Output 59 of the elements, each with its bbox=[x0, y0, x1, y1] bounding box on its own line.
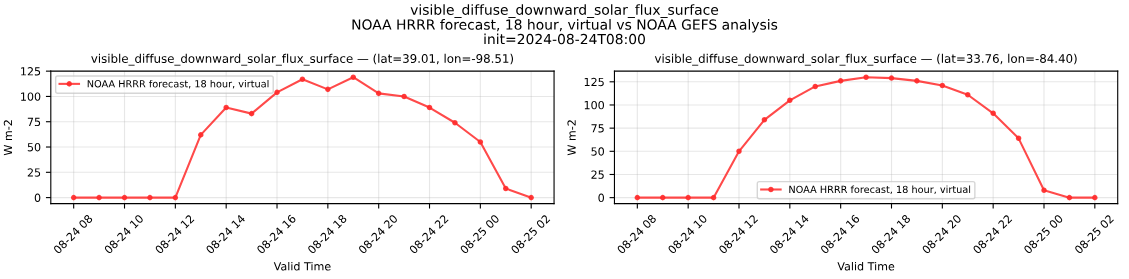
point bbox=[812, 83, 819, 90]
point bbox=[685, 194, 691, 201]
x-axis-title: Valid Time bbox=[837, 261, 895, 271]
point bbox=[452, 119, 458, 126]
point bbox=[96, 194, 102, 201]
point bbox=[502, 185, 509, 192]
y-tick-label: 50 bbox=[591, 147, 604, 156]
point bbox=[736, 148, 742, 155]
y-axis-title: W m-2 bbox=[567, 120, 576, 156]
y-tick-label: 125 bbox=[21, 67, 41, 76]
y-tick-label: 75 bbox=[27, 117, 41, 127]
point bbox=[761, 117, 768, 123]
point bbox=[914, 78, 920, 84]
point bbox=[787, 97, 793, 104]
legend-label: NOAA HRRR forecast, 18 hour, virtual bbox=[789, 185, 971, 195]
point bbox=[248, 110, 255, 117]
point bbox=[375, 90, 382, 97]
point bbox=[274, 89, 280, 96]
point bbox=[121, 194, 128, 201]
point bbox=[634, 194, 641, 201]
point bbox=[1066, 194, 1073, 201]
y-tick-label: 100 bbox=[21, 92, 41, 101]
point bbox=[197, 132, 204, 138]
point bbox=[837, 78, 844, 84]
point bbox=[990, 110, 996, 117]
point bbox=[888, 75, 895, 81]
point bbox=[325, 86, 331, 93]
text: visible_diffuse_downward_solar_flux_surface NOAA HRRR forecast, 18 hour, virtual vs NOAA GEFS analysis init=2024-08-24T08:00 bbox=[352, 4, 778, 45]
point bbox=[401, 93, 407, 100]
y-tick-label: 0 bbox=[34, 193, 41, 202]
y-tick-label: 0 bbox=[598, 193, 604, 203]
point bbox=[964, 91, 971, 98]
chart-title: visible_diffuse_downward_solar_flux_surface — (lat=33.76, lon=-84.40) bbox=[654, 53, 1077, 66]
chart-title: visible_diffuse_downward_solar_flux_surface — (lat=39.01, lon=-98.51) bbox=[91, 53, 514, 66]
point bbox=[426, 104, 433, 111]
point bbox=[1041, 187, 1047, 194]
point bbox=[223, 104, 229, 111]
y-tick-label: 25 bbox=[27, 168, 41, 177]
point bbox=[477, 139, 484, 145]
point bbox=[528, 194, 534, 201]
point bbox=[1015, 135, 1022, 142]
point bbox=[939, 82, 946, 89]
y-axis-title: W m-2 bbox=[3, 120, 13, 156]
point bbox=[863, 74, 869, 80]
point bbox=[1092, 194, 1098, 201]
y-tick-label: 75 bbox=[591, 124, 604, 133]
point bbox=[172, 194, 179, 201]
y-tick-label: 25 bbox=[591, 170, 604, 179]
y-tick-label: 100 bbox=[584, 100, 604, 110]
y-tick-label: 125 bbox=[584, 77, 604, 87]
point bbox=[147, 194, 153, 201]
point bbox=[659, 194, 666, 201]
point bbox=[710, 194, 717, 201]
point bbox=[70, 194, 77, 201]
y-tick-label: 50 bbox=[27, 142, 41, 152]
legend-label: NOAA HRRR forecast, 18 hour, virtual bbox=[87, 79, 269, 89]
x-axis-title: Valid Time bbox=[273, 261, 331, 271]
point bbox=[350, 74, 357, 80]
point bbox=[299, 76, 306, 83]
